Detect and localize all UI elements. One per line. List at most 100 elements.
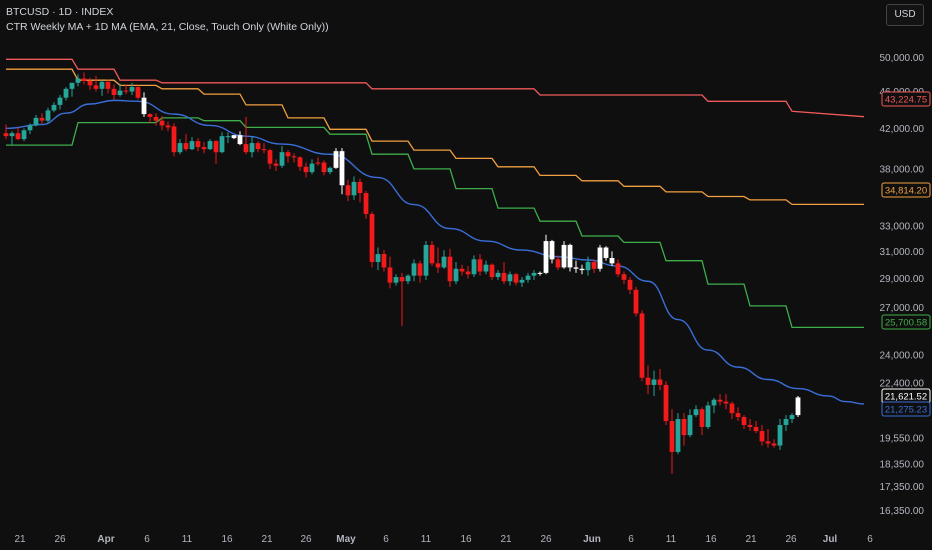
- candle-body: [111, 88, 117, 96]
- candle: [555, 255, 561, 271]
- candle: [81, 72, 87, 85]
- candle: [411, 259, 417, 282]
- candle: [333, 148, 339, 169]
- y-tick-label: 16,350.00: [880, 506, 925, 517]
- candle: [321, 160, 327, 176]
- candle-body: [279, 152, 285, 166]
- time-axis: 21 26 Apr 6 11 16 21 26 May 6 11 16 21 26 Jun 6 11 16 21 26…: [14, 534, 873, 545]
- candle-body: [177, 143, 183, 153]
- candle: [489, 263, 495, 280]
- candle: [615, 259, 621, 278]
- candle: [33, 115, 39, 127]
- candle: [123, 84, 129, 95]
- candle-body: [339, 151, 345, 186]
- moving-average-lines: [5, 58, 865, 405]
- candle: [201, 142, 207, 154]
- candle: [603, 246, 609, 261]
- candle-body: [687, 415, 693, 436]
- candle-body: [561, 244, 567, 268]
- candle: [711, 397, 717, 414]
- price-labels: 43,224.75 34,814.20 25,700.58 21,621.52 21,2…: [881, 91, 931, 417]
- candle: [339, 148, 345, 195]
- price-label-box: [881, 401, 931, 417]
- candle-body: [219, 136, 225, 153]
- candle: [57, 95, 63, 110]
- candle-body: [33, 117, 39, 126]
- candle: [9, 131, 15, 146]
- candle-body: [675, 419, 681, 452]
- candle: [237, 131, 243, 146]
- price-label: 21,275.23: [881, 401, 931, 417]
- x-tick-label: 6: [383, 534, 389, 545]
- candle: [765, 429, 771, 448]
- candle-body: [549, 241, 555, 260]
- candle-body: [57, 97, 63, 105]
- candle: [753, 421, 759, 434]
- price-label-text: 21,621.52: [885, 392, 927, 403]
- candle-body: [525, 275, 531, 280]
- x-tick-label: 21: [745, 534, 757, 545]
- x-tick-label: Jul: [823, 534, 838, 545]
- candle-body: [759, 431, 765, 442]
- candle: [219, 132, 225, 154]
- candle-body: [297, 157, 303, 167]
- price-label-box: [881, 182, 931, 198]
- candle: [195, 138, 201, 152]
- candle: [657, 368, 663, 391]
- candle-body: [333, 151, 339, 168]
- candle-body: [567, 244, 573, 268]
- price-label: 21,621.52: [881, 388, 931, 404]
- candle: [147, 113, 153, 123]
- price-label-text: 34,814.20: [885, 186, 927, 197]
- candle-body: [135, 87, 141, 98]
- candle: [477, 254, 483, 276]
- candle-body: [663, 384, 669, 422]
- candle: [627, 277, 633, 295]
- candle: [777, 419, 783, 450]
- candle: [141, 92, 147, 117]
- x-tick-label: 21: [261, 534, 273, 545]
- candle-body: [777, 424, 783, 446]
- y-tick-label: 18,350.00: [880, 459, 925, 470]
- candle-body: [465, 271, 471, 275]
- candle: [267, 149, 273, 169]
- candle: [165, 121, 171, 132]
- candle-body: [507, 274, 513, 282]
- indicator-legend: CTR Weekly MA + 1D MA (EMA, 21, Close, T…: [6, 21, 329, 33]
- candle: [39, 113, 45, 124]
- candle-body: [477, 259, 483, 272]
- x-tick-label: 26: [785, 534, 797, 545]
- candle: [525, 272, 531, 283]
- candle-body: [321, 162, 327, 173]
- candle-body: [381, 254, 387, 268]
- price-label-text: 43,224.75: [885, 95, 927, 106]
- candle-body: [789, 415, 795, 420]
- candle-body: [171, 126, 177, 153]
- candle-body: [441, 256, 447, 268]
- candle: [693, 405, 699, 418]
- candle: [441, 250, 447, 269]
- currency-button[interactable]: USD: [886, 4, 924, 26]
- candle: [93, 75, 99, 92]
- candle: [111, 84, 117, 100]
- candle-body: [489, 264, 495, 278]
- candle: [3, 124, 9, 140]
- candle-body: [183, 143, 189, 150]
- candle: [651, 370, 657, 396]
- candle-body: [69, 82, 75, 89]
- candle: [681, 413, 687, 446]
- candle-body: [423, 244, 429, 276]
- y-tick-label: 22,400.00: [880, 379, 925, 390]
- price-label-text: 21,275.23: [885, 405, 927, 416]
- price-label-text: 25,700.58: [885, 318, 927, 329]
- candle-body: [141, 97, 147, 115]
- candle-body: [723, 401, 729, 404]
- candle: [597, 244, 603, 272]
- candle: [735, 407, 741, 422]
- x-tick-label: 16: [460, 534, 472, 545]
- candle-body: [591, 262, 597, 269]
- price-label: 34,814.20: [881, 182, 931, 198]
- candle: [633, 286, 639, 317]
- candle-body: [747, 424, 753, 428]
